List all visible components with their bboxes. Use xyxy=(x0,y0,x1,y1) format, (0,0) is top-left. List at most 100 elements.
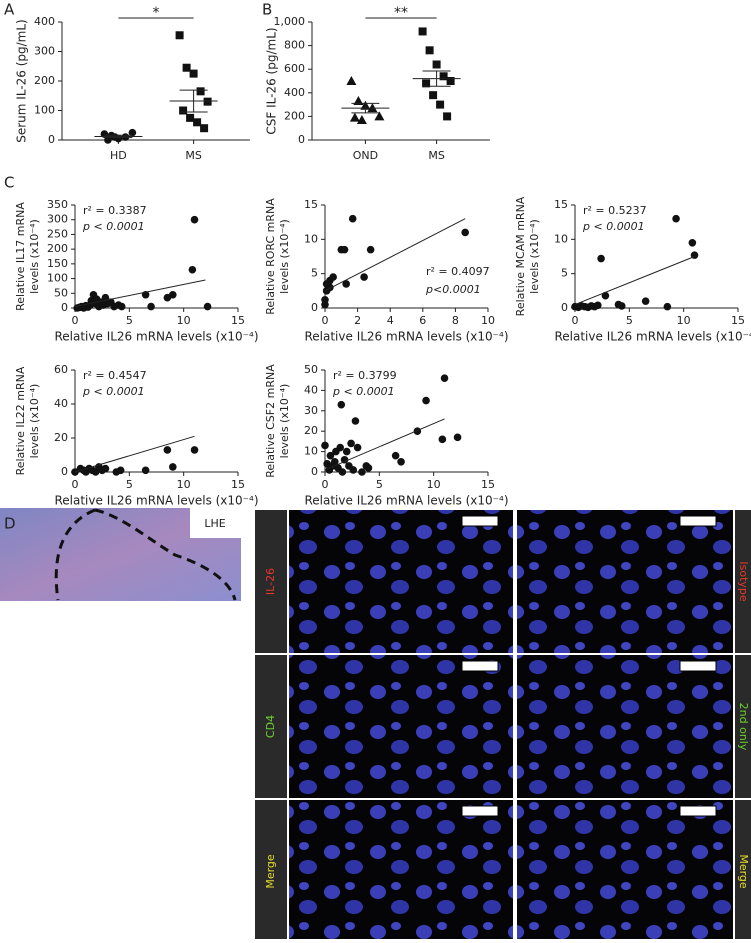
point xyxy=(601,291,610,300)
label-strip xyxy=(735,800,751,943)
point xyxy=(190,215,199,224)
point xyxy=(193,118,202,127)
microscopy-grid: IL-26 Isotype CD4 2nd only Merge Merge xyxy=(255,510,751,943)
x-tick-label: 0 xyxy=(72,478,79,491)
y-tick-label: 50 xyxy=(304,363,318,376)
y-tick-label: 0 xyxy=(61,301,68,314)
point xyxy=(121,133,130,141)
y-tick-label: 200 xyxy=(47,242,68,255)
sem-bar xyxy=(422,70,451,87)
annotation: p < 0.0001 xyxy=(82,385,145,398)
point xyxy=(397,458,405,466)
y-axis-label: Relative IL17 mRNA xyxy=(14,202,27,311)
point xyxy=(391,451,400,460)
x-tick-label: 15 xyxy=(731,314,745,327)
y-tick-label: 50 xyxy=(54,286,68,299)
point xyxy=(200,124,209,133)
stain-label: IL-26 xyxy=(264,568,277,595)
x-tick-label: 5 xyxy=(126,314,133,327)
panel-label: A xyxy=(4,1,15,19)
point xyxy=(422,396,430,405)
point xyxy=(182,63,191,72)
annotation: r² = 0.4097 xyxy=(426,265,490,278)
point xyxy=(128,128,137,137)
point xyxy=(188,265,197,274)
x-axis-label: Relative IL26 mRNA levels (x10⁻⁴) xyxy=(304,330,508,344)
label-strip xyxy=(735,655,751,798)
point xyxy=(351,417,360,425)
x-tick-label: 15 xyxy=(231,478,245,491)
point xyxy=(617,302,626,310)
annotation: p < 0.0001 xyxy=(582,220,645,233)
fit-line xyxy=(574,256,695,306)
y-tick-label: 100 xyxy=(34,104,55,117)
point xyxy=(117,302,126,311)
point xyxy=(186,113,195,122)
sem-bar xyxy=(104,134,133,139)
point xyxy=(101,464,110,473)
point xyxy=(321,441,329,450)
y-tick-label: 800 xyxy=(284,39,305,52)
point xyxy=(443,112,452,121)
y-axis-label: Serum IL-26 (pg/mL) xyxy=(15,19,29,143)
y-tick-label: 300 xyxy=(34,45,55,58)
y-tick-label: 30 xyxy=(304,404,318,417)
y-tick-label: 20 xyxy=(304,424,318,437)
x-tick-label: HD xyxy=(110,149,127,162)
x-tick-label: 10 xyxy=(677,314,691,327)
y-tick-label: 100 xyxy=(47,272,68,285)
point xyxy=(330,458,339,466)
y-tick-label: 300 xyxy=(47,213,68,226)
y-tick-label: 0 xyxy=(311,465,318,478)
fit-line xyxy=(74,279,206,308)
micro-image xyxy=(289,655,513,798)
point xyxy=(597,254,605,263)
point xyxy=(321,295,329,304)
point xyxy=(594,301,602,310)
y-tick-label: 0 xyxy=(298,133,305,146)
x-tick-label: 5 xyxy=(376,478,383,491)
y-tick-label: 1,000 xyxy=(274,15,306,28)
point xyxy=(436,100,445,109)
x-tick-label: 0 xyxy=(572,314,579,327)
x-tick-label: 2 xyxy=(354,314,361,327)
annotation: p < 0.0001 xyxy=(332,385,395,398)
point xyxy=(116,466,125,475)
y-tick-label: 150 xyxy=(47,257,68,270)
annotation: p < 0.0001 xyxy=(82,220,145,233)
scale-bar xyxy=(461,805,499,817)
scale-bar xyxy=(679,805,717,817)
point xyxy=(111,133,119,141)
point xyxy=(356,114,367,124)
point xyxy=(358,468,366,476)
stain-label: Isotype xyxy=(737,561,750,602)
micro-image xyxy=(289,800,513,943)
y-tick-label: 10 xyxy=(304,232,318,245)
point xyxy=(179,106,188,115)
point xyxy=(189,69,198,78)
he-label: LHE xyxy=(204,517,225,530)
scale-bar xyxy=(679,660,717,672)
y-tick-label: 200 xyxy=(34,74,55,87)
x-tick-label: 15 xyxy=(231,314,245,327)
point xyxy=(203,302,212,311)
stain-label: CD4 xyxy=(264,715,277,738)
panel-label: B xyxy=(262,1,272,19)
stain-label: Merge xyxy=(737,854,750,889)
point xyxy=(446,77,455,85)
micro-image xyxy=(289,510,513,653)
label-strip xyxy=(255,510,287,653)
panel-label: C xyxy=(4,174,14,192)
fit-line xyxy=(324,418,445,471)
point xyxy=(440,374,449,382)
point xyxy=(672,214,680,223)
point xyxy=(342,280,350,288)
point xyxy=(461,228,469,237)
x-tick-label: 15 xyxy=(481,478,495,491)
point xyxy=(338,468,347,476)
point xyxy=(425,46,434,55)
x-tick-label: 10 xyxy=(177,478,191,491)
x-tick-label: MS xyxy=(185,149,201,162)
point xyxy=(432,60,441,69)
